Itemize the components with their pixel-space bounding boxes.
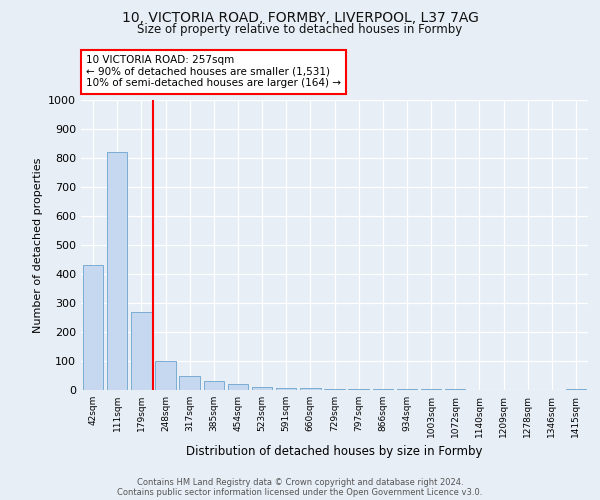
Bar	[203, 382, 224, 390]
Bar	[324, 388, 345, 390]
Bar	[300, 388, 320, 390]
Text: Contains HM Land Registry data © Crown copyright and database right 2024.
Contai: Contains HM Land Registry data © Crown c…	[118, 478, 482, 497]
Bar	[179, 376, 200, 390]
Bar	[227, 384, 248, 390]
Bar	[566, 388, 586, 390]
Bar	[276, 388, 296, 390]
Bar	[83, 266, 103, 390]
Bar	[107, 152, 127, 390]
Y-axis label: Number of detached properties: Number of detached properties	[32, 158, 43, 332]
Bar	[349, 389, 369, 390]
Text: Size of property relative to detached houses in Formby: Size of property relative to detached ho…	[137, 24, 463, 36]
Text: 10, VICTORIA ROAD, FORMBY, LIVERPOOL, L37 7AG: 10, VICTORIA ROAD, FORMBY, LIVERPOOL, L3…	[122, 10, 478, 24]
Text: 10 VICTORIA ROAD: 257sqm
← 90% of detached houses are smaller (1,531)
10% of sem: 10 VICTORIA ROAD: 257sqm ← 90% of detach…	[86, 55, 341, 88]
Bar	[131, 312, 152, 390]
Bar	[373, 389, 393, 390]
Bar	[252, 387, 272, 390]
Bar	[155, 361, 176, 390]
X-axis label: Distribution of detached houses by size in Formby: Distribution of detached houses by size …	[186, 446, 483, 458]
